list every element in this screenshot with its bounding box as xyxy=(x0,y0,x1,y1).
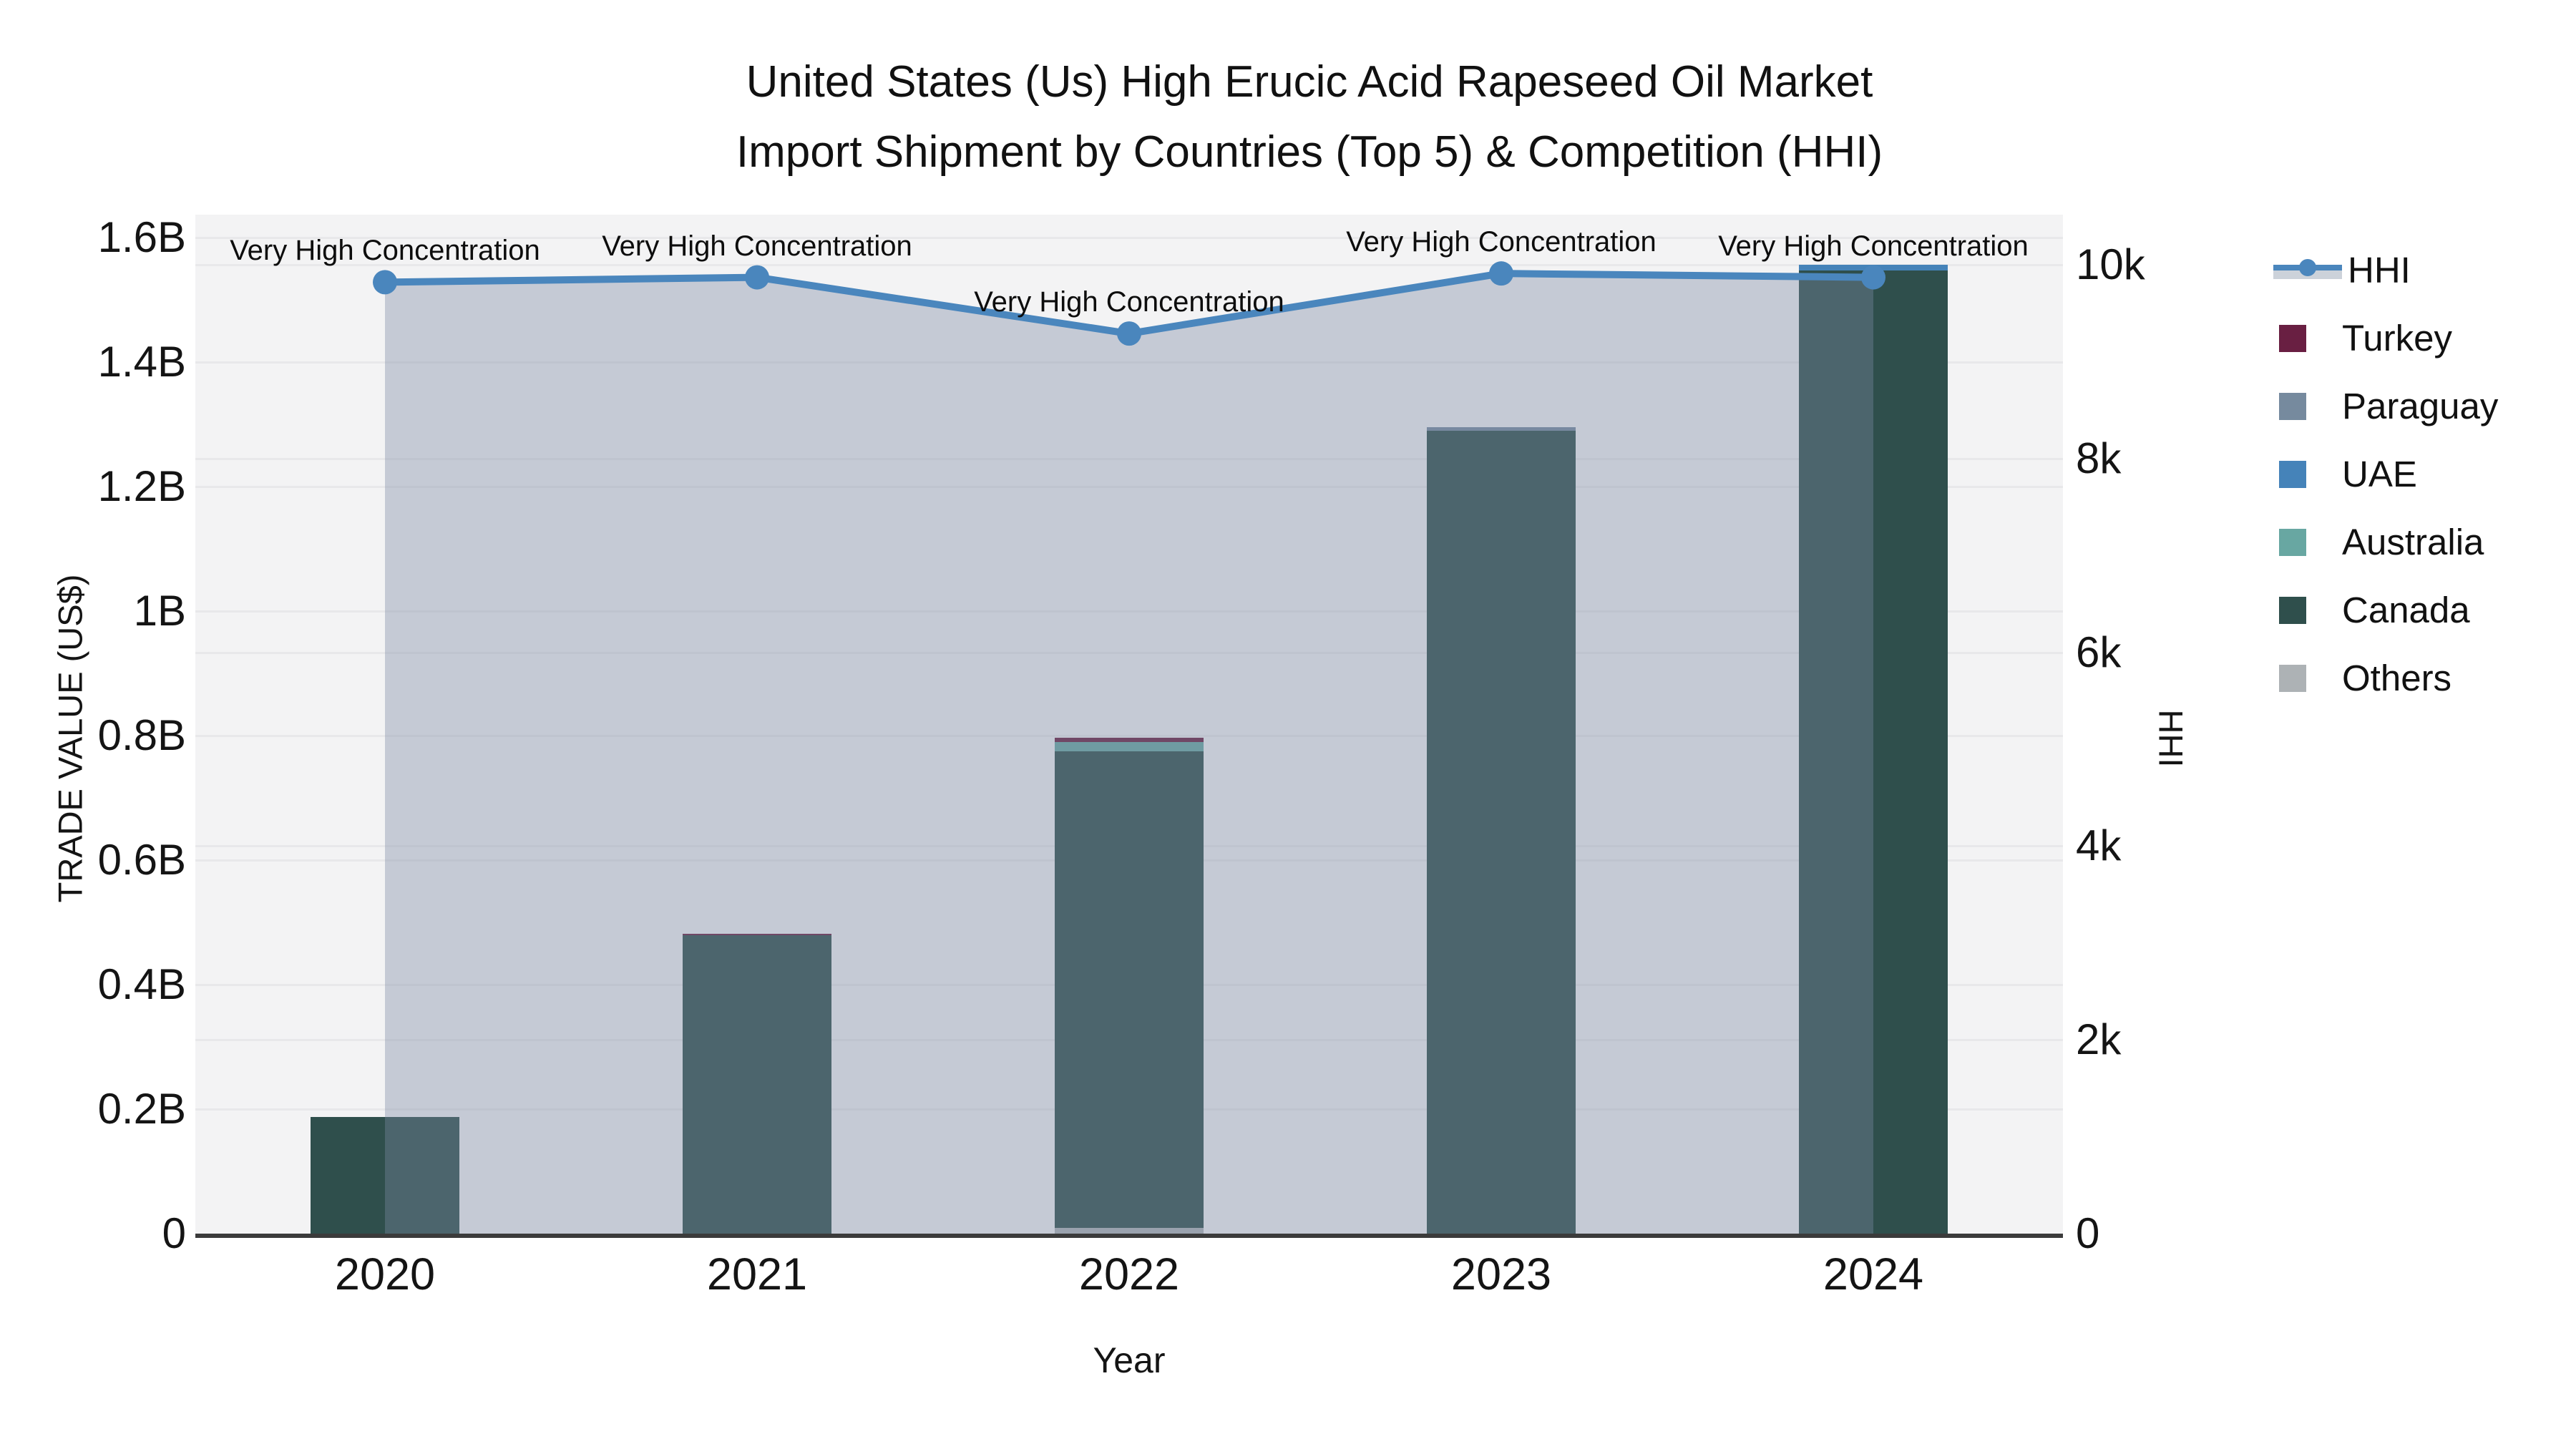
right-tick-4k: 4k xyxy=(2076,821,2122,870)
legend-swatch-australia xyxy=(2279,528,2306,556)
plot-area: Very High Concentration Very High Concent… xyxy=(195,215,2063,1238)
bar-segment-australia-2022 xyxy=(1055,741,1204,751)
gridline-left-1B xyxy=(195,610,2063,613)
annotation-2021: Very High Concentration xyxy=(602,230,912,262)
legend-hhi-marker-sample xyxy=(2299,258,2316,276)
gridline-right-8k xyxy=(195,457,2063,460)
chart-title-line2: Import Shipment by Countries (Top 5) & C… xyxy=(736,127,1883,177)
left-tick-0: 0 xyxy=(162,1209,186,1257)
bar-segment-others-2022 xyxy=(1055,1228,1204,1234)
bar-segment-canada-2024 xyxy=(1799,270,1948,1234)
bar-segment-canada-2021 xyxy=(683,935,831,1234)
left-tick-1.4B: 1.4B xyxy=(97,338,186,386)
hhi-marker-2021 xyxy=(745,265,769,290)
legend-label-turkey: Turkey xyxy=(2342,318,2452,358)
right-tick-0: 0 xyxy=(2076,1209,2100,1257)
legend-item-uae[interactable]: UAE xyxy=(2279,440,2498,508)
hhi-marker-2023 xyxy=(1489,261,1513,286)
right-tick-2k: 2k xyxy=(2076,1015,2122,1064)
x-tick-2021: 2021 xyxy=(706,1249,808,1299)
hhi-area-fill xyxy=(385,273,1873,1234)
chart-title-line1: United States (Us) High Erucic Acid Rape… xyxy=(746,57,1873,107)
right-axis-title: HHI xyxy=(2152,709,2190,768)
chart-title: United States (Us) High Erucic Acid Rape… xyxy=(0,47,2576,187)
legend-label-canada: Canada xyxy=(2342,590,2470,630)
annotation-2022: Very High Concentration xyxy=(974,286,1284,318)
bar-segment-turkey-2021 xyxy=(683,933,831,935)
x-tick-2020: 2020 xyxy=(334,1249,436,1299)
legend-item-paraguay[interactable]: Paraguay xyxy=(2279,372,2498,440)
right-tick-10k: 10k xyxy=(2076,240,2145,288)
gridline-right-10k xyxy=(195,264,2063,266)
left-tick-0.8B: 0.8B xyxy=(97,711,186,759)
gridline-left-1.2B xyxy=(195,486,2063,488)
left-tick-0.4B: 0.4B xyxy=(97,960,186,1008)
left-tick-1.6B: 1.6B xyxy=(97,213,186,261)
legend-swatch-paraguay xyxy=(2279,392,2306,420)
annotation-2023: Very High Concentration xyxy=(1346,226,1657,258)
legend-label-others: Others xyxy=(2342,658,2452,698)
legend-item-others[interactable]: Others xyxy=(2279,644,2498,712)
bar-segment-turkey-2022 xyxy=(1055,737,1204,742)
hhi-marker-2020 xyxy=(373,270,397,295)
right-tick-8k: 8k xyxy=(2076,434,2122,482)
gridline-left-1.4B xyxy=(195,361,2063,364)
left-tick-1.2B: 1.2B xyxy=(97,462,186,510)
gridline-right-6k xyxy=(195,651,2063,654)
legend-swatch-uae xyxy=(2279,460,2306,488)
left-tick-1B: 1B xyxy=(133,587,186,635)
right-tick-6k: 6k xyxy=(2076,628,2122,676)
legend-item-hhi[interactable]: HHI xyxy=(2273,236,2498,304)
x-tick-2023: 2023 xyxy=(1450,1249,1552,1299)
bar-segment-canada-2022 xyxy=(1055,751,1204,1229)
annotation-2024: Very High Concentration xyxy=(1718,230,2029,262)
hhi-line-chart xyxy=(373,261,1885,1234)
left-tick-0.6B: 0.6B xyxy=(97,836,186,884)
legend-item-canada[interactable]: Canada xyxy=(2279,576,2498,644)
bar-segment-paraguay-2023 xyxy=(1427,427,1576,431)
legend-label-hhi: HHI xyxy=(2348,250,2411,291)
left-axis-title: TRADE VALUE (US$) xyxy=(51,574,89,903)
legend-item-australia[interactable]: Australia xyxy=(2279,508,2498,576)
legend: HHI Turkey Paraguay UAE Australia Canada Other… xyxy=(2273,236,2498,712)
x-axis-title: Year xyxy=(1093,1340,1166,1380)
legend-label-australia: Australia xyxy=(2342,522,2484,562)
legend-item-turkey[interactable]: Turkey xyxy=(2279,304,2498,372)
x-tick-2024: 2024 xyxy=(1823,1249,1924,1299)
legend-hhi-line-swatch xyxy=(2273,257,2342,284)
gridline-left-0.8B xyxy=(195,735,2063,737)
hhi-marker-2022 xyxy=(1117,321,1141,346)
legend-swatch-canada xyxy=(2279,596,2306,624)
legend-swatch-turkey xyxy=(2279,324,2306,352)
bar-segment-canada-2020 xyxy=(311,1117,459,1234)
gridline-left-1.6B xyxy=(195,237,2063,239)
legend-label-uae: UAE xyxy=(2342,454,2417,494)
x-tick-2022: 2022 xyxy=(1078,1249,1180,1299)
legend-label-paraguay: Paraguay xyxy=(2342,386,2499,426)
legend-swatch-others xyxy=(2279,664,2306,692)
annotation-2020: Very High Concentration xyxy=(230,235,540,267)
hhi-marker-2024 xyxy=(1861,265,1885,290)
bar-segment-canada-2023 xyxy=(1427,430,1576,1234)
left-tick-0.2B: 0.2B xyxy=(97,1085,186,1133)
